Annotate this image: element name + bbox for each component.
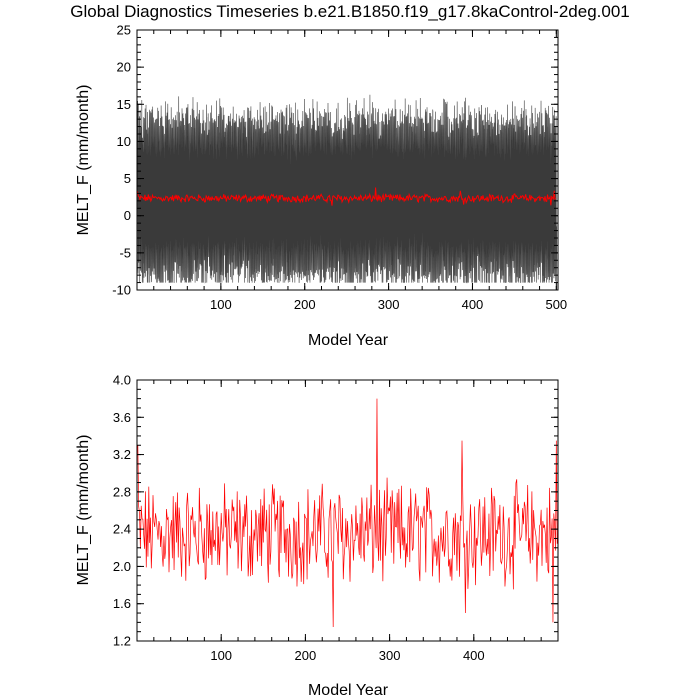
top-x-ticks: 100 200 300 400 500 <box>153 30 567 312</box>
bottom-x-axis-label: Model Year <box>308 682 389 699</box>
y-tick-label: 3.2 <box>113 447 131 462</box>
bottom-y-axis-label: MELT_F (mm/month) <box>75 435 92 586</box>
y-tick-label: 5 <box>124 171 131 186</box>
top-x-axis-label: Model Year <box>308 332 389 349</box>
x-tick-label: 300 <box>378 297 400 312</box>
bottom-y-ticks: 1.2 1.6 2.0 2.4 2.8 3.2 3.6 4.0 <box>113 373 558 649</box>
bottom-x-ticks: 100 200 300 400 <box>153 380 542 663</box>
top-panel: -10 -5 0 5 10 15 20 25 100 200 300 400 500 Model Ye… <box>75 23 567 350</box>
x-tick-label: 100 <box>210 297 232 312</box>
y-tick-label: 2.8 <box>113 484 131 499</box>
y-tick-label: 1.2 <box>113 634 131 649</box>
x-tick-label: 300 <box>379 648 401 663</box>
top-monthly-series <box>137 94 557 284</box>
y-tick-label: 3.6 <box>113 410 131 425</box>
y-tick-label: 2.0 <box>113 559 131 574</box>
x-tick-label: 100 <box>210 648 232 663</box>
x-tick-label: 500 <box>545 297 567 312</box>
top-y-axis-label: MELT_F (mm/month) <box>75 85 92 236</box>
annual-mean-line <box>137 398 559 628</box>
annual-mean-line <box>136 187 557 206</box>
bottom-annual-series <box>137 398 559 628</box>
y-tick-label: -10 <box>112 283 131 298</box>
top-y-ticks: -10 -5 0 5 10 15 20 25 <box>112 23 558 298</box>
y-tick-label: -5 <box>119 245 131 260</box>
top-annual-series <box>136 187 557 206</box>
chart-title: Global Diagnostics Timeseries b.e21.B185… <box>70 2 629 21</box>
y-tick-label: 4.0 <box>113 373 131 388</box>
y-tick-label: 1.6 <box>113 596 131 611</box>
y-tick-label: 2.4 <box>113 522 131 537</box>
y-tick-label: 15 <box>117 97 131 112</box>
y-tick-label: 25 <box>117 23 131 38</box>
y-tick-label: 20 <box>117 60 131 75</box>
x-tick-label: 200 <box>294 297 316 312</box>
x-tick-label: 400 <box>463 648 485 663</box>
y-tick-label: 0 <box>124 208 131 223</box>
top-plot-frame <box>136 29 559 291</box>
x-tick-label: 200 <box>295 648 317 663</box>
monthly-line <box>137 94 557 284</box>
y-tick-label: 10 <box>117 134 131 149</box>
x-tick-label: 400 <box>462 297 484 312</box>
bottom-panel: 1.2 1.6 2.0 2.4 2.8 3.2 3.6 4.0 100 200 300 400 Mo… <box>75 373 559 699</box>
